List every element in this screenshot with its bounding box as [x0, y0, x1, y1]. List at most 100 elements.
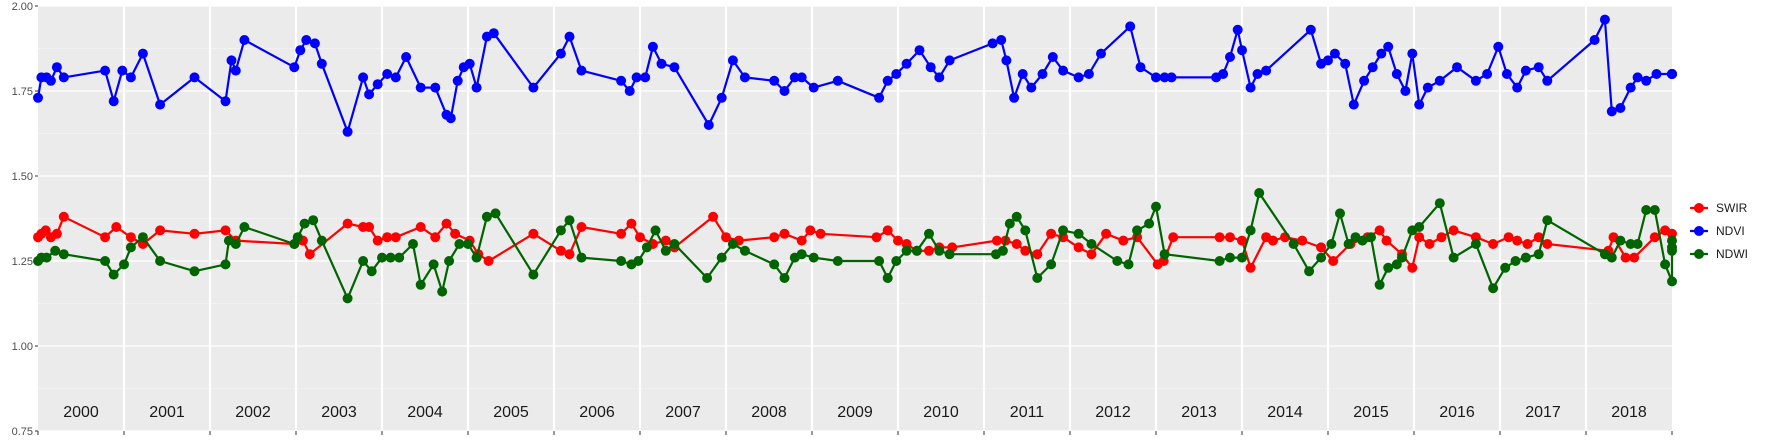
data-point-ndwi: [1343, 239, 1354, 249]
data-point-ndvi: [1606, 106, 1617, 117]
data-point-ndvi: [1329, 48, 1340, 59]
data-point-ndwi: [415, 279, 426, 290]
data-point-ndvi: [452, 75, 463, 86]
data-point-ndwi: [119, 259, 129, 270]
data-point-swir: [1407, 262, 1418, 273]
data-point-swir: [1046, 228, 1057, 239]
data-point-ndvi: [1383, 41, 1394, 52]
data-point-ndvi: [1159, 72, 1170, 83]
y-axis: 0.75 1.00 1.25 1.50 1.75 2.00: [12, 1, 38, 438]
year-label: 2001: [149, 404, 185, 421]
data-point-swir: [1032, 249, 1043, 260]
data-point-swir: [576, 222, 587, 232]
data-point-ndvi: [874, 92, 885, 103]
legend-key-point-swir: [1694, 203, 1704, 213]
data-point-ndwi: [1660, 259, 1671, 270]
data-point-ndvi: [125, 72, 136, 83]
data-point-ndvi: [647, 41, 658, 52]
data-point-swir: [441, 218, 452, 229]
legend-key-point-ndwi: [1694, 249, 1704, 259]
data-point-ndwi: [1304, 266, 1315, 277]
data-point-swir: [1214, 232, 1225, 243]
data-point-ndvi: [1232, 24, 1243, 35]
data-point-ndvi: [1533, 62, 1544, 73]
data-point-ndwi: [385, 252, 396, 263]
data-point-ndvi: [1651, 69, 1662, 79]
data-point-ndvi: [1348, 99, 1359, 110]
data-point-swir: [708, 211, 719, 222]
data-point-ndwi: [1500, 262, 1511, 273]
data-point-ndwi: [1667, 235, 1677, 246]
data-point-ndwi: [1123, 259, 1134, 270]
data-point-ndvi: [901, 58, 912, 69]
data-point-swir: [779, 228, 790, 239]
data-point-ndwi: [1046, 259, 1057, 270]
data-point-ndwi: [1032, 273, 1043, 283]
data-point-ndwi: [891, 256, 902, 266]
legend: SWIR NDVI NDWI: [1690, 201, 1748, 261]
data-point-swir: [1381, 235, 1392, 246]
data-point-ndwi: [428, 259, 439, 270]
data-point-swir: [1436, 232, 1447, 243]
data-point-ndvi: [1135, 62, 1146, 73]
data-point-swir: [1414, 232, 1425, 243]
data-point-ndwi: [1132, 225, 1143, 236]
data-point-ndwi: [1326, 239, 1337, 249]
data-point-ndvi: [1391, 69, 1402, 79]
data-point-ndwi: [1625, 239, 1636, 249]
data-point-ndwi: [454, 239, 465, 249]
data-point-ndwi: [669, 239, 680, 249]
data-point-ndwi: [1214, 256, 1225, 266]
data-point-ndwi: [471, 252, 482, 263]
year-label: 2006: [579, 404, 615, 421]
data-point-ndwi: [1254, 188, 1265, 198]
y-tick-label: 1.75: [12, 86, 33, 98]
data-point-ndwi: [1414, 222, 1425, 232]
data-point-ndvi: [295, 45, 306, 56]
data-point-ndvi: [1009, 92, 1020, 103]
data-point-ndwi: [702, 273, 713, 283]
data-point-swir: [1101, 228, 1112, 239]
data-point-ndwi: [125, 242, 136, 253]
data-point-ndwi: [230, 239, 241, 249]
data-point-ndwi: [1397, 252, 1407, 263]
data-point-ndvi: [1501, 69, 1512, 79]
data-point-swir: [1237, 235, 1247, 246]
data-point-swir: [1268, 235, 1278, 246]
data-point-ndvi: [401, 52, 412, 62]
year-label: 2009: [837, 404, 873, 421]
data-point-ndwi: [444, 256, 455, 266]
data-point-ndwi: [1112, 256, 1123, 266]
data-point-swir: [430, 232, 441, 243]
data-point-ndwi: [1159, 249, 1170, 260]
data-point-swir: [1448, 225, 1459, 236]
data-point-ndwi: [1533, 249, 1544, 260]
data-point-ndwi: [911, 245, 922, 256]
data-point-ndwi: [366, 266, 377, 277]
data-point-swir: [372, 235, 383, 246]
data-point-swir: [1542, 239, 1553, 249]
data-point-ndwi: [1383, 262, 1394, 273]
data-point-ndvi: [309, 38, 320, 49]
data-point-ndvi: [1252, 69, 1263, 79]
data-point-ndvi: [1037, 69, 1048, 79]
y-tick-label: 1.00: [12, 341, 33, 353]
data-point-ndvi: [1026, 82, 1037, 93]
data-point-ndwi: [1632, 239, 1643, 249]
year-label: 2000: [63, 404, 99, 421]
data-point-ndvi: [390, 72, 401, 83]
legend-key-point-ndvi: [1694, 226, 1704, 236]
data-point-ndvi: [137, 48, 148, 59]
data-point-swir: [893, 235, 903, 246]
data-point-ndvi: [576, 65, 587, 76]
year-label: 2016: [1439, 404, 1475, 421]
data-point-swir: [1086, 249, 1097, 260]
data-point-ndwi: [1086, 239, 1097, 249]
data-point-ndvi: [1047, 52, 1058, 62]
data-point-ndvi: [779, 86, 790, 96]
year-label: 2002: [235, 404, 271, 421]
data-point-ndvi: [1073, 72, 1084, 83]
data-point-ndvi: [471, 82, 482, 93]
data-point-ndwi: [616, 256, 627, 266]
data-point-ndvi: [1632, 72, 1643, 83]
